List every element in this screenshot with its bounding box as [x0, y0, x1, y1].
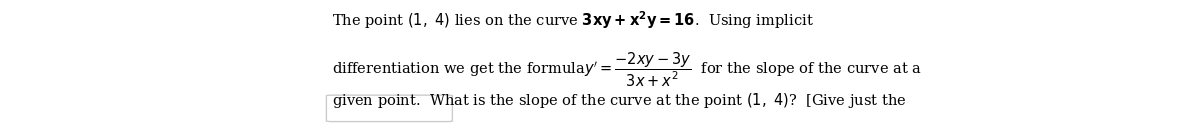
Text: The point $(1,\ 4)$ lies on the curve $\mathbf{3xy + x^2y = 16}$.  Using implici: The point $(1,\ 4)$ lies on the curve $\…: [332, 9, 815, 30]
FancyBboxPatch shape: [326, 95, 452, 122]
Text: differentiation we get the formula$y' = \dfrac{-2xy-3y}{3x+x^2}$  for the slope : differentiation we get the formula$y' = …: [332, 50, 923, 89]
Text: given point.  What is the slope of the curve at the point $(1,\ 4)$?  [Give just: given point. What is the slope of the cu…: [332, 91, 907, 110]
